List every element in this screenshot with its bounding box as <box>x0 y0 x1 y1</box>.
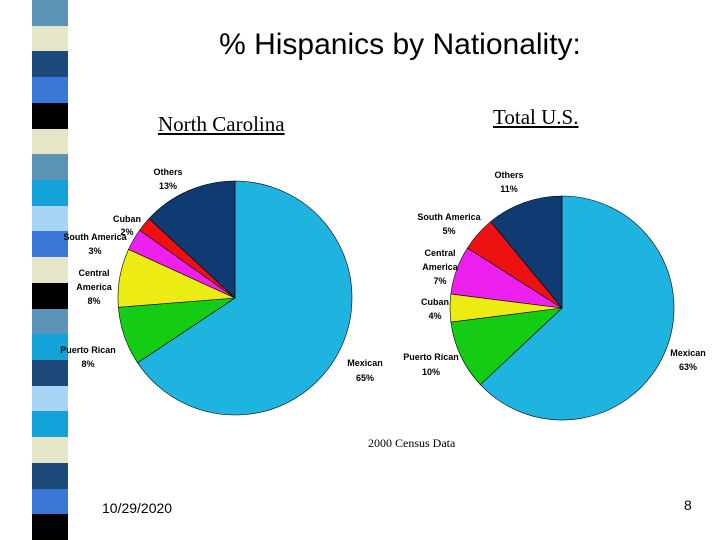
stripe-block <box>32 51 68 78</box>
stripe-block <box>32 514 68 540</box>
slice-label-others: Others <box>494 170 523 180</box>
slice-label-cuban: Cuban <box>421 297 449 307</box>
stripe-block <box>32 102 68 130</box>
slice-label-central-america: America <box>422 262 459 272</box>
chart-title-north-carolina: North Carolina <box>158 112 285 136</box>
pie-slice-others <box>490 195 563 309</box>
pie-slice-others <box>148 180 236 299</box>
slide-date: 10/29/2020 <box>102 500 173 516</box>
stripe-block <box>32 334 68 361</box>
pie-slice-mexican <box>479 195 675 421</box>
stripe-block <box>32 25 68 52</box>
slice-label-puerto-rican: Puerto Rican <box>403 352 459 362</box>
value-label-mexican: 63% <box>679 362 697 372</box>
decorative-stripe <box>0 0 70 540</box>
value-label-cuban: 2% <box>120 227 133 237</box>
slice-label-cuban: Cuban <box>113 214 141 224</box>
value-label-cuban: 4% <box>428 311 441 321</box>
value-label-south-america: 5% <box>442 226 455 236</box>
slice-label-others: Others <box>153 167 182 177</box>
slice-label-mexican: Mexican <box>670 348 706 358</box>
slice-label-central-america: Central <box>424 248 455 258</box>
slice-label-puerto-rican: Puerto Rican <box>60 345 116 355</box>
slice-label-south-america: South America <box>63 232 127 242</box>
stripe-block <box>32 411 68 438</box>
stripe-block <box>32 385 68 412</box>
chart-title-total-us: Total U.S. <box>493 105 579 129</box>
stripe-block <box>32 437 68 464</box>
value-label-mexican: 65% <box>356 373 374 383</box>
pie-slice-mexican <box>137 180 353 416</box>
stripe-block <box>32 462 68 490</box>
value-label-central-america: 8% <box>87 296 100 306</box>
stripe-block <box>32 154 68 181</box>
stripe-block <box>32 205 68 232</box>
slice-label-south-america: South America <box>417 212 481 222</box>
stripe-block <box>32 128 68 155</box>
stripe-block <box>32 282 68 310</box>
value-label-others: 13% <box>159 181 177 191</box>
source-note: 2000 Census Data <box>368 436 456 450</box>
stripe-block <box>32 77 68 104</box>
page-number: 8 <box>684 497 692 513</box>
stripe-block <box>32 257 68 284</box>
slice-label-central-america: America <box>76 282 113 292</box>
value-label-puerto-rican: 8% <box>81 359 94 369</box>
stripe-block <box>32 231 68 258</box>
slide-title: % Hispanics by Nationality: <box>219 28 581 61</box>
stripe-block <box>32 180 68 207</box>
stripe-block <box>32 0 68 27</box>
value-label-others: 11% <box>500 184 518 194</box>
stripe-block <box>32 488 68 515</box>
slice-label-central-america: Central <box>78 268 109 278</box>
value-label-central-america: 7% <box>433 276 446 286</box>
value-label-south-america: 3% <box>88 246 101 256</box>
stripe-block <box>32 308 68 335</box>
slice-label-mexican: Mexican <box>347 358 383 368</box>
value-label-puerto-rican: 10% <box>422 367 440 377</box>
stripe-block <box>32 360 68 387</box>
